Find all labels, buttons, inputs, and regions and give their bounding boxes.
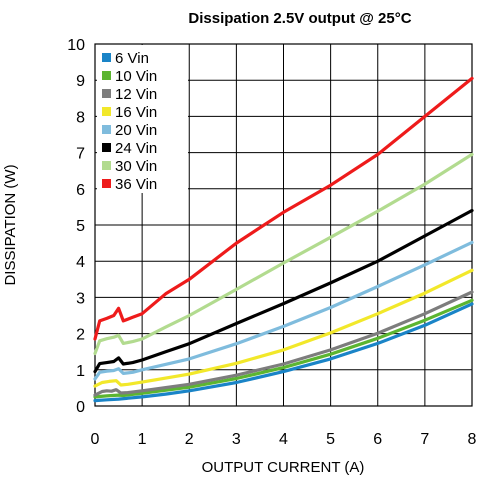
y-tick-label-7: 7 bbox=[76, 146, 85, 163]
legend-label-1: 10 Vin bbox=[115, 68, 157, 85]
x-tick-label-4: 4 bbox=[279, 431, 288, 448]
series-line-0 bbox=[93, 302, 474, 403]
y-tick-label-9: 9 bbox=[76, 73, 85, 90]
legend-swatch-2 bbox=[102, 89, 111, 98]
series-line-5 bbox=[93, 208, 474, 374]
x-tick-label-2: 2 bbox=[185, 431, 194, 448]
y-axis-label: DISSIPATION (W) bbox=[2, 164, 19, 285]
plot-frame bbox=[94, 43, 473, 407]
x-tick-label-7: 7 bbox=[420, 431, 429, 448]
series-line-7 bbox=[93, 76, 474, 341]
y-tick-label-8: 8 bbox=[76, 109, 85, 126]
x-tick-label-8: 8 bbox=[468, 431, 477, 448]
series-line-6 bbox=[93, 152, 474, 356]
legend-swatch-3 bbox=[102, 107, 111, 116]
y-tick-label-2: 2 bbox=[76, 327, 85, 344]
chart-title: Dissipation 2.5V output @ 25°C bbox=[188, 10, 411, 27]
legend-background bbox=[97, 45, 188, 193]
legend-label-6: 30 Vin bbox=[115, 158, 157, 175]
legend-swatch-4 bbox=[102, 125, 111, 134]
series-line-2 bbox=[93, 290, 474, 397]
legend-swatch-6 bbox=[102, 161, 111, 170]
legend-label-7: 36 Vin bbox=[115, 176, 157, 193]
x-tick-label-1: 1 bbox=[138, 431, 147, 448]
legend-label-0: 6 Vin bbox=[115, 50, 149, 67]
x-tick-label-0: 0 bbox=[91, 431, 100, 448]
y-tick-label-4: 4 bbox=[76, 254, 85, 271]
y-tick-label-1: 1 bbox=[76, 363, 85, 380]
series-line-1 bbox=[93, 298, 474, 399]
series-line-3 bbox=[93, 268, 474, 388]
x-tick-label-6: 6 bbox=[373, 431, 382, 448]
legend-label-3: 16 Vin bbox=[115, 104, 157, 121]
y-tick-label-5: 5 bbox=[76, 218, 85, 235]
legend-swatch-5 bbox=[102, 143, 111, 152]
legend-swatch-0 bbox=[102, 53, 111, 62]
series-line-4 bbox=[93, 240, 474, 381]
legend-label-4: 20 Vin bbox=[115, 122, 157, 139]
y-tick-label-10: 10 bbox=[67, 37, 85, 54]
y-tick-label-0: 0 bbox=[76, 399, 85, 416]
tick-labels: 0 1 2 3 4 5 6 7 8 0 1 2 3 4 5 6 7 8 9 10 bbox=[67, 37, 476, 448]
x-tick-label-5: 5 bbox=[326, 431, 335, 448]
legend-label-2: 12 Vin bbox=[115, 86, 157, 103]
legend-swatch-1 bbox=[102, 71, 111, 80]
legend-swatch-7 bbox=[102, 179, 111, 188]
x-axis-label: OUTPUT CURRENT (A) bbox=[202, 459, 365, 476]
data-series bbox=[93, 76, 474, 403]
y-tick-label-3: 3 bbox=[76, 290, 85, 307]
legend-label-5: 24 Vin bbox=[115, 140, 157, 157]
x-tick-label-3: 3 bbox=[232, 431, 241, 448]
y-tick-label-6: 6 bbox=[76, 182, 85, 199]
